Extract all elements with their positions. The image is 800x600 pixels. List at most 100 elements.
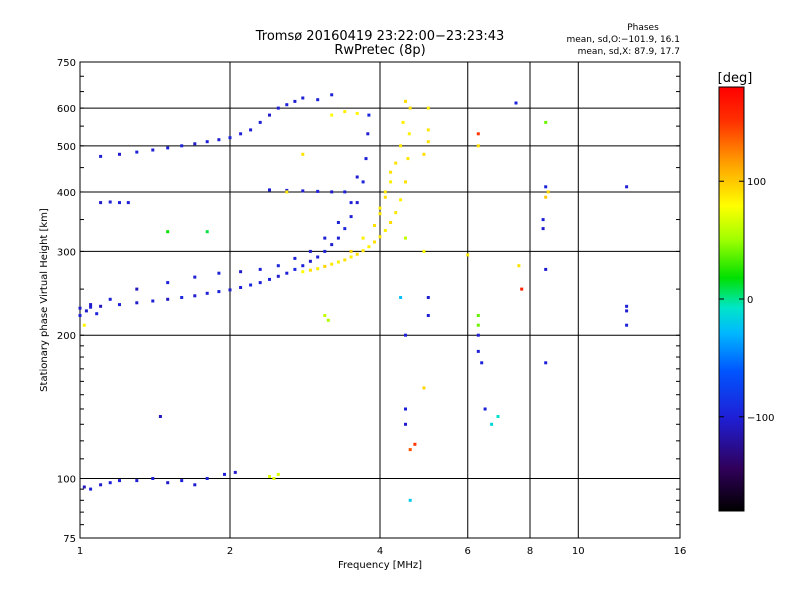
echo-point-o: [84, 309, 88, 313]
echo-point-x: [355, 252, 359, 256]
echo-point-x: [476, 323, 480, 327]
echo-point-x: [389, 170, 393, 174]
echo-point-x: [399, 296, 403, 299]
y-tick-label: 300: [57, 247, 76, 258]
echo-point-x: [336, 260, 340, 264]
echo-point-o: [625, 185, 629, 189]
echo-point-o: [118, 201, 121, 205]
x-axis-label: Frequency [MHz]: [338, 560, 422, 571]
x-tick-label: 16: [674, 546, 687, 557]
echo-point-o: [78, 306, 82, 310]
stats-heading: Phases: [627, 23, 659, 33]
stats-o-line: mean, sd,O:−101.9, 16.1: [566, 35, 680, 45]
echo-point-x: [301, 270, 305, 274]
echo-point-o: [180, 296, 184, 299]
y-tick-label: 100: [57, 475, 76, 486]
echo-point-x: [301, 152, 305, 156]
echo-point-o: [316, 98, 320, 102]
echo-point-o: [135, 150, 139, 154]
echo-point-o: [217, 290, 221, 294]
echo-point-o: [541, 227, 545, 231]
echo-point-x: [408, 498, 412, 502]
echo-point-x: [546, 190, 550, 194]
echo-point-x: [349, 249, 353, 253]
echo-point-o: [239, 270, 243, 274]
echo-point-x: [378, 206, 382, 210]
echo-point-x: [389, 180, 393, 184]
echo-point-x: [401, 120, 405, 124]
echo-point-o: [180, 144, 184, 148]
echo-point-x: [343, 110, 347, 114]
echo-point-o: [205, 477, 209, 480]
echo-point-x: [476, 144, 480, 148]
echo-point-o: [349, 201, 353, 205]
echo-point-o: [233, 470, 237, 474]
echo-point-o: [343, 190, 347, 194]
echo-point-o: [404, 333, 407, 337]
echo-point-o: [180, 479, 184, 483]
stats-x-line: mean, sd,X: 87.9, 17.7: [578, 47, 680, 57]
echo-point-o: [355, 175, 359, 179]
echo-point-o: [268, 188, 271, 192]
echo-point-o: [193, 294, 197, 298]
echo-point-o: [426, 314, 430, 317]
echo-point-o: [364, 157, 368, 161]
echo-point-x: [422, 249, 426, 253]
echo-point-x: [82, 323, 86, 327]
echo-point-o: [258, 120, 262, 124]
echo-point-x: [406, 157, 410, 161]
echo-point-o: [166, 281, 170, 285]
y-tick-label: 500: [57, 142, 76, 153]
echo-point-x: [308, 268, 312, 272]
echo-point-x: [520, 287, 524, 291]
echo-point-o: [82, 485, 86, 489]
echo-point-o: [118, 152, 121, 156]
echo-point-o: [135, 287, 139, 291]
y-tick-label: 400: [57, 188, 76, 199]
echo-point-o: [316, 189, 320, 193]
x-tick-label: 1: [77, 546, 83, 557]
echo-point-x: [466, 253, 470, 257]
echo-point-x: [326, 318, 330, 322]
echo-point-x: [389, 221, 393, 224]
echo-point-x: [323, 314, 327, 317]
echo-point-o: [276, 264, 280, 268]
echo-point-o: [99, 304, 103, 308]
echo-point-o: [625, 323, 629, 327]
echo-point-o: [166, 481, 170, 485]
echo-point-o: [89, 303, 93, 307]
echo-point-x: [476, 132, 480, 136]
echo-point-o: [135, 301, 139, 305]
chart-subtitle: RwPretec (8p): [334, 43, 425, 58]
echo-point-o: [217, 271, 221, 275]
echo-point-o: [361, 180, 365, 184]
echo-point-o: [483, 407, 487, 411]
x-tick-label: 6: [465, 546, 471, 557]
colorbar-tick-label: −100: [747, 413, 774, 424]
echo-point-o: [118, 479, 121, 483]
echo-point-x: [367, 245, 371, 249]
echo-point-o: [336, 221, 340, 224]
echo-point-o: [126, 201, 130, 205]
y-tick-label: 75: [63, 534, 76, 545]
echo-point-x: [426, 140, 430, 144]
echo-point-o: [308, 249, 312, 253]
echo-point-x: [408, 106, 412, 110]
echo-point-x: [268, 475, 271, 478]
echo-point-x: [166, 230, 170, 234]
x-tick-label: 4: [377, 546, 383, 557]
data-points: [78, 93, 629, 502]
echo-point-o: [544, 361, 548, 365]
echo-point-o: [228, 136, 232, 140]
echo-point-o: [166, 146, 170, 150]
colorbar-ticks: 100 0 −100: [719, 177, 774, 424]
echo-point-o: [308, 259, 312, 263]
echo-point-x: [285, 190, 289, 194]
echo-point-o: [293, 256, 297, 260]
chart-title: Tromsø 20160419 23:22:00−23:23:43: [255, 29, 505, 44]
echo-point-o: [99, 154, 103, 158]
echo-point-x: [373, 224, 376, 227]
echo-point-o: [151, 148, 155, 152]
echo-point-o: [158, 415, 162, 418]
